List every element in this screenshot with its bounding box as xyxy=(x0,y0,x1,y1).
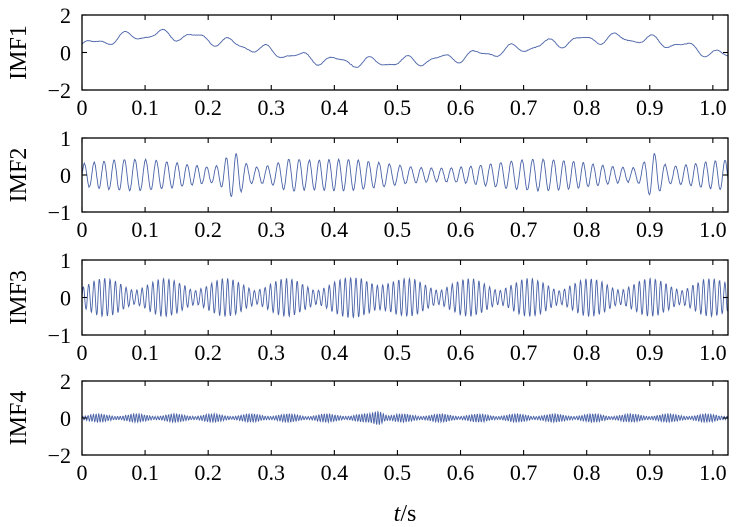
y-tick-label: 2 xyxy=(60,3,71,28)
y-axis-label-imf4: IMF4 xyxy=(6,391,32,446)
y-tick-label: −2 xyxy=(48,78,71,103)
x-tick-label: 0.1 xyxy=(131,95,159,120)
x-tick-label: 1.0 xyxy=(699,95,727,120)
panels: 0 0.1 0.2 0.3 0.4 0.5 0.6 0.7 0.8 0.9 1.020−2IMF10… xyxy=(6,3,729,485)
x-tick-label: 0.2 xyxy=(194,217,222,242)
x-tick-label: 0.2 xyxy=(194,460,222,485)
x-tick-label: 0 xyxy=(77,95,88,120)
axes-frame xyxy=(81,14,729,91)
x-tick-label: 0.7 xyxy=(510,217,538,242)
x-tick-label: 0.6 xyxy=(447,95,475,120)
series-line-imf4 xyxy=(81,410,729,426)
y-tick-label: 0 xyxy=(60,286,71,311)
y-tick-label: −2 xyxy=(48,443,71,468)
y-tick-label: 1 xyxy=(60,126,71,151)
x-tick-label: 0.5 xyxy=(384,460,412,485)
x-tick-label: 0.8 xyxy=(573,340,601,365)
x-tick-label: 0.7 xyxy=(510,460,538,485)
x-tick-label: 0.2 xyxy=(194,95,222,120)
x-tick-label: 0.4 xyxy=(321,340,349,365)
x-axis-label: t/s xyxy=(394,501,417,527)
x-tick-label: 0.4 xyxy=(321,95,349,120)
x-tick-label: 0.6 xyxy=(447,217,475,242)
x-tick-label: 0.4 xyxy=(321,217,349,242)
x-tick-label: 0.1 xyxy=(131,460,159,485)
y-axis-label-imf1: IMF1 xyxy=(6,25,32,80)
x-tick-label: 0.8 xyxy=(573,95,601,120)
x-tick-label: 0.5 xyxy=(384,340,412,365)
series-line-imf2 xyxy=(81,152,729,198)
x-tick-label: 1.0 xyxy=(699,340,727,365)
x-axis-label-unit: /s xyxy=(400,501,416,527)
x-tick-label: 0 xyxy=(77,217,88,242)
x-tick-label: 0.9 xyxy=(636,217,664,242)
x-axis-label-italic: t xyxy=(394,501,402,527)
y-tick-label: 0 xyxy=(60,406,71,431)
x-tick-label: 0.9 xyxy=(636,95,664,120)
x-tick-label: 0.5 xyxy=(384,217,412,242)
x-tick-label: 0.3 xyxy=(258,217,286,242)
y-tick-label: 0 xyxy=(60,41,71,66)
x-tick-label: 0.1 xyxy=(131,217,159,242)
y-tick-label: 1 xyxy=(60,248,71,273)
y-tick-label: −1 xyxy=(48,200,71,225)
series-line-imf3 xyxy=(81,276,729,319)
y-axis-label-imf3: IMF3 xyxy=(6,270,32,325)
x-tick-label: 0.7 xyxy=(510,95,538,120)
x-tick-label: 1.0 xyxy=(699,217,727,242)
x-tick-label: 0.5 xyxy=(384,95,412,120)
x-tick-label: 0.7 xyxy=(510,340,538,365)
x-tick-label: 0.9 xyxy=(636,460,664,485)
y-tick-label: 0 xyxy=(60,163,71,188)
y-axis-label-imf2: IMF2 xyxy=(6,148,32,203)
x-tick-label: 0.1 xyxy=(131,340,159,365)
x-tick-label: 0.2 xyxy=(194,340,222,365)
x-tick-label: 0.8 xyxy=(573,217,601,242)
y-tick-label: 2 xyxy=(60,369,71,394)
x-tick-label: 0.9 xyxy=(636,340,664,365)
x-tick-label: 0 xyxy=(77,460,88,485)
x-tick-label: 0.3 xyxy=(258,340,286,365)
x-tick-label: 1.0 xyxy=(699,460,727,485)
x-tick-label: 0.4 xyxy=(321,460,349,485)
x-tick-label: 0 xyxy=(77,340,88,365)
x-tick-label: 0.3 xyxy=(258,460,286,485)
x-tick-label: 0.3 xyxy=(258,95,286,120)
x-tick-label: 0.6 xyxy=(447,340,475,365)
x-tick-label: 0.8 xyxy=(573,460,601,485)
y-tick-label: −1 xyxy=(48,323,71,348)
series-line-imf1 xyxy=(81,28,729,68)
x-tick-label: 0.6 xyxy=(447,460,475,485)
